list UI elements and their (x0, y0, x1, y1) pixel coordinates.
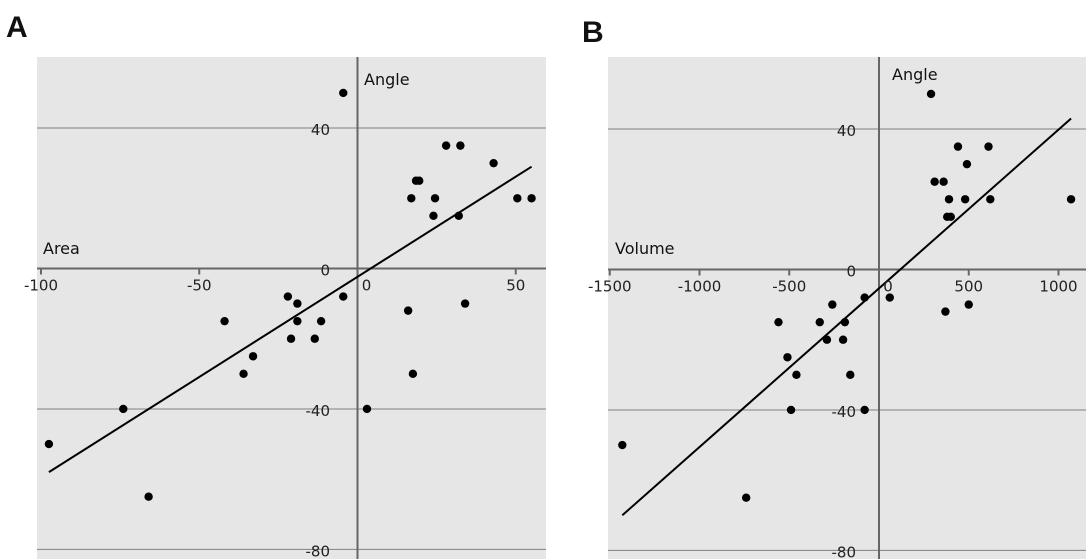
panel-label-b: B (582, 16, 604, 49)
data-point-a-1 (119, 404, 128, 414)
data-point-b-28 (1066, 195, 1076, 204)
data-point-b-18 (941, 307, 950, 316)
data-point-b-6 (815, 317, 824, 327)
data-point-a-2 (144, 492, 153, 501)
plot-area-b (608, 57, 1086, 559)
gridlines-b (608, 128, 1086, 551)
data-point-b-8 (828, 300, 837, 309)
points-a (44, 88, 536, 501)
x-tick-label-a-3: 50 (506, 277, 525, 295)
data-point-a-19 (415, 176, 424, 185)
tick-labels-a: -100 -50 50 0 -80 -40 0 40 (24, 121, 525, 559)
axes-a (37, 57, 546, 559)
data-point-b-0 (618, 440, 627, 450)
data-point-a-10 (310, 334, 319, 343)
points-b (618, 89, 1076, 502)
trendline-a-group (48, 165, 533, 473)
trendline-a (48, 165, 533, 473)
data-point-b-10 (840, 317, 850, 327)
x-tick-label-a-zero: 0 (362, 277, 372, 295)
y-tick-label-a-0: -80 (306, 542, 331, 559)
y-tick-label-b-3: 40 (837, 122, 856, 140)
data-point-b-13 (860, 405, 869, 415)
data-point-a-14 (362, 404, 372, 414)
data-point-a-7 (286, 334, 296, 343)
data-point-a-4 (239, 369, 248, 379)
data-point-b-20 (944, 195, 954, 204)
y-tick-label-b-1: -40 (832, 403, 857, 421)
data-point-b-7 (822, 335, 832, 344)
plot-area-a (37, 57, 546, 559)
trendline-b (621, 117, 1072, 517)
data-point-a-3 (220, 316, 229, 326)
x-tick-label-b-5: 1000 (1039, 278, 1077, 296)
data-point-b-4 (786, 405, 796, 415)
data-point-b-1 (741, 493, 751, 502)
data-point-a-25 (460, 299, 470, 308)
x-tick-label-b-2: -500 (772, 278, 806, 296)
x-tick-label-a-1: -50 (187, 277, 212, 295)
y-tick-label-a-2: 0 (320, 262, 330, 280)
data-point-b-5 (792, 370, 801, 380)
data-point-b-25 (964, 300, 973, 309)
data-point-a-11 (316, 316, 326, 326)
x-tick-label-b-0: -1500 (588, 278, 632, 296)
data-point-b-22 (953, 142, 963, 151)
data-point-b-2 (774, 317, 783, 327)
data-point-b-24 (962, 159, 972, 169)
data-point-a-24 (456, 141, 465, 150)
data-point-a-23 (454, 211, 463, 221)
data-point-a-8 (293, 299, 302, 308)
data-point-a-13 (339, 292, 348, 301)
data-point-b-14 (885, 293, 894, 302)
data-point-a-6 (283, 292, 293, 301)
x-tick-label-b-zero: 0 (883, 278, 893, 296)
axes-b (608, 57, 1086, 559)
panel-b: B -1500 -1000 -500 500 1000 0 -80 -40 0 40 Volume… (582, 16, 1086, 559)
data-point-b-23 (960, 195, 970, 204)
data-point-b-17 (939, 177, 948, 186)
x-axis-title-a: Area (43, 239, 80, 258)
data-point-a-22 (441, 141, 451, 150)
data-point-a-26 (489, 158, 498, 168)
data-point-a-0 (44, 439, 54, 449)
tick-labels-b: -1500 -1000 -500 500 1000 0 -80 -40 0 40 (588, 122, 1078, 559)
y-tick-label-b-2: 0 (846, 263, 856, 281)
data-point-a-16 (407, 194, 416, 203)
y-tick-label-a-1: -40 (306, 402, 331, 420)
data-point-b-16 (930, 177, 939, 186)
data-point-a-12 (339, 88, 348, 98)
panel-label-a: A (6, 11, 28, 44)
data-point-a-5 (248, 352, 258, 361)
data-point-b-27 (986, 195, 995, 204)
data-point-b-9 (838, 335, 848, 344)
y-tick-label-a-3: 40 (311, 121, 330, 139)
data-point-b-12 (860, 293, 869, 302)
data-point-b-26 (984, 142, 993, 151)
data-point-a-27 (513, 194, 522, 203)
panel-a: A -100 -50 50 0 -80 -40 0 40 Area Angle (6, 11, 546, 559)
data-point-a-28 (527, 194, 536, 203)
y-axis-title-b: Angle (892, 65, 938, 84)
x-tick-label-b-1: -1000 (678, 278, 722, 296)
data-point-a-15 (403, 306, 413, 315)
y-axis-title-a: Angle (364, 70, 410, 89)
data-point-a-9 (293, 316, 302, 326)
x-axis-title-b: Volume (615, 239, 675, 258)
data-point-b-3 (783, 353, 792, 362)
x-tick-label-b-4: 500 (954, 278, 983, 296)
trendline-b-group (621, 117, 1072, 517)
y-tick-label-b-0: -80 (832, 543, 857, 559)
data-point-a-21 (430, 194, 440, 203)
data-point-b-21 (946, 212, 955, 222)
data-point-a-20 (429, 211, 438, 221)
x-tick-label-a-0: -100 (24, 277, 58, 295)
data-point-b-15 (926, 89, 936, 99)
data-point-b-11 (846, 370, 855, 380)
data-point-a-17 (408, 369, 418, 379)
